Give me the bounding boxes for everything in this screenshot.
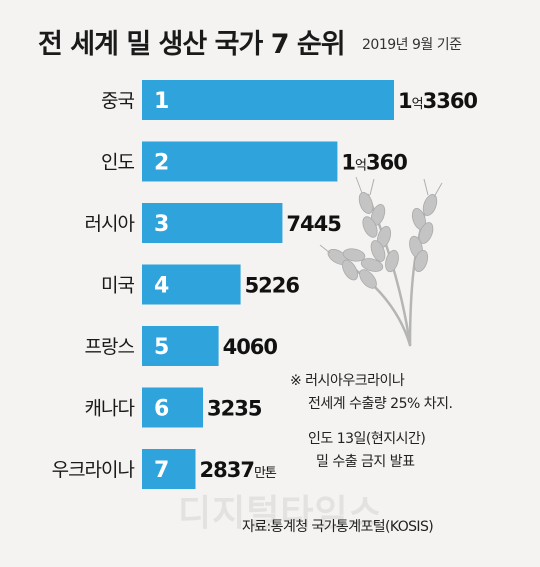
bar (142, 141, 338, 182)
category-label: 캐나다 (85, 398, 135, 420)
value-label: 1억3360 (398, 89, 477, 113)
value-main: 5226 (245, 274, 300, 298)
value-main: 1 (398, 89, 412, 113)
category-label: 우크라이나 (52, 459, 135, 481)
watermark-logo: 디지털타임스 (178, 493, 383, 534)
wheat-illustration-icon (319, 176, 443, 347)
chart-title: 전 세계 밀 생산 국가 7 순위 (38, 29, 346, 60)
category-label: 프랑스 (85, 336, 135, 358)
note-line-1: ※ 러시아우크라이나 (290, 373, 405, 389)
note-line-4: 밀 수출 금지 발표 (316, 454, 415, 470)
category-label: 미국 (101, 275, 134, 297)
chart-note: ※ 러시아우크라이나 전세계 수출량 25% 차지. (290, 370, 453, 416)
bar (142, 326, 219, 366)
rank-label: 1 (154, 89, 169, 114)
bar (142, 449, 196, 489)
category-label: 러시아 (85, 213, 135, 235)
value-main: 1 (341, 151, 355, 175)
rank-label: 6 (154, 397, 169, 422)
value-rest: 360 (366, 151, 407, 175)
note-line-2: 전세계 수출량 25% 차지. (308, 396, 453, 412)
rank-label: 7 (154, 458, 169, 483)
value-main: 2837 (200, 458, 254, 482)
value-unit: 만톤 (254, 466, 277, 481)
chart-subtitle: 2019년 9월 기준 (362, 37, 462, 53)
category-label: 인도 (101, 152, 134, 174)
rank-label: 3 (154, 212, 169, 237)
value-label: 4060 (223, 335, 278, 359)
bar (142, 264, 241, 305)
value-rest: 3360 (423, 89, 478, 113)
bar (142, 387, 204, 428)
value-main: 3235 (207, 397, 262, 421)
rank-label: 5 (154, 335, 169, 360)
bar (142, 80, 394, 120)
value-unit: 억 (355, 159, 366, 174)
rank-label: 2 (154, 151, 169, 176)
value-label: 3235 (207, 397, 262, 421)
chart-note-2: 인도 13일(현지시간) 밀 수출 금지 발표 (308, 428, 426, 474)
rank-label: 4 (154, 274, 169, 299)
value-label: 7445 (286, 212, 341, 236)
value-label: 2837만톤 (200, 458, 277, 482)
value-label: 5226 (245, 274, 300, 298)
bar (142, 203, 283, 243)
value-main: 4060 (223, 335, 278, 359)
value-main: 7445 (286, 212, 341, 236)
category-label: 중국 (101, 90, 134, 112)
value-unit: 억 (412, 97, 423, 112)
data-source: 자료:통계청 국가통계포털(KOSIS) (242, 519, 434, 535)
value-label: 1억360 (341, 151, 407, 175)
note-line-3: 인도 13일(현지시간) (308, 431, 426, 447)
